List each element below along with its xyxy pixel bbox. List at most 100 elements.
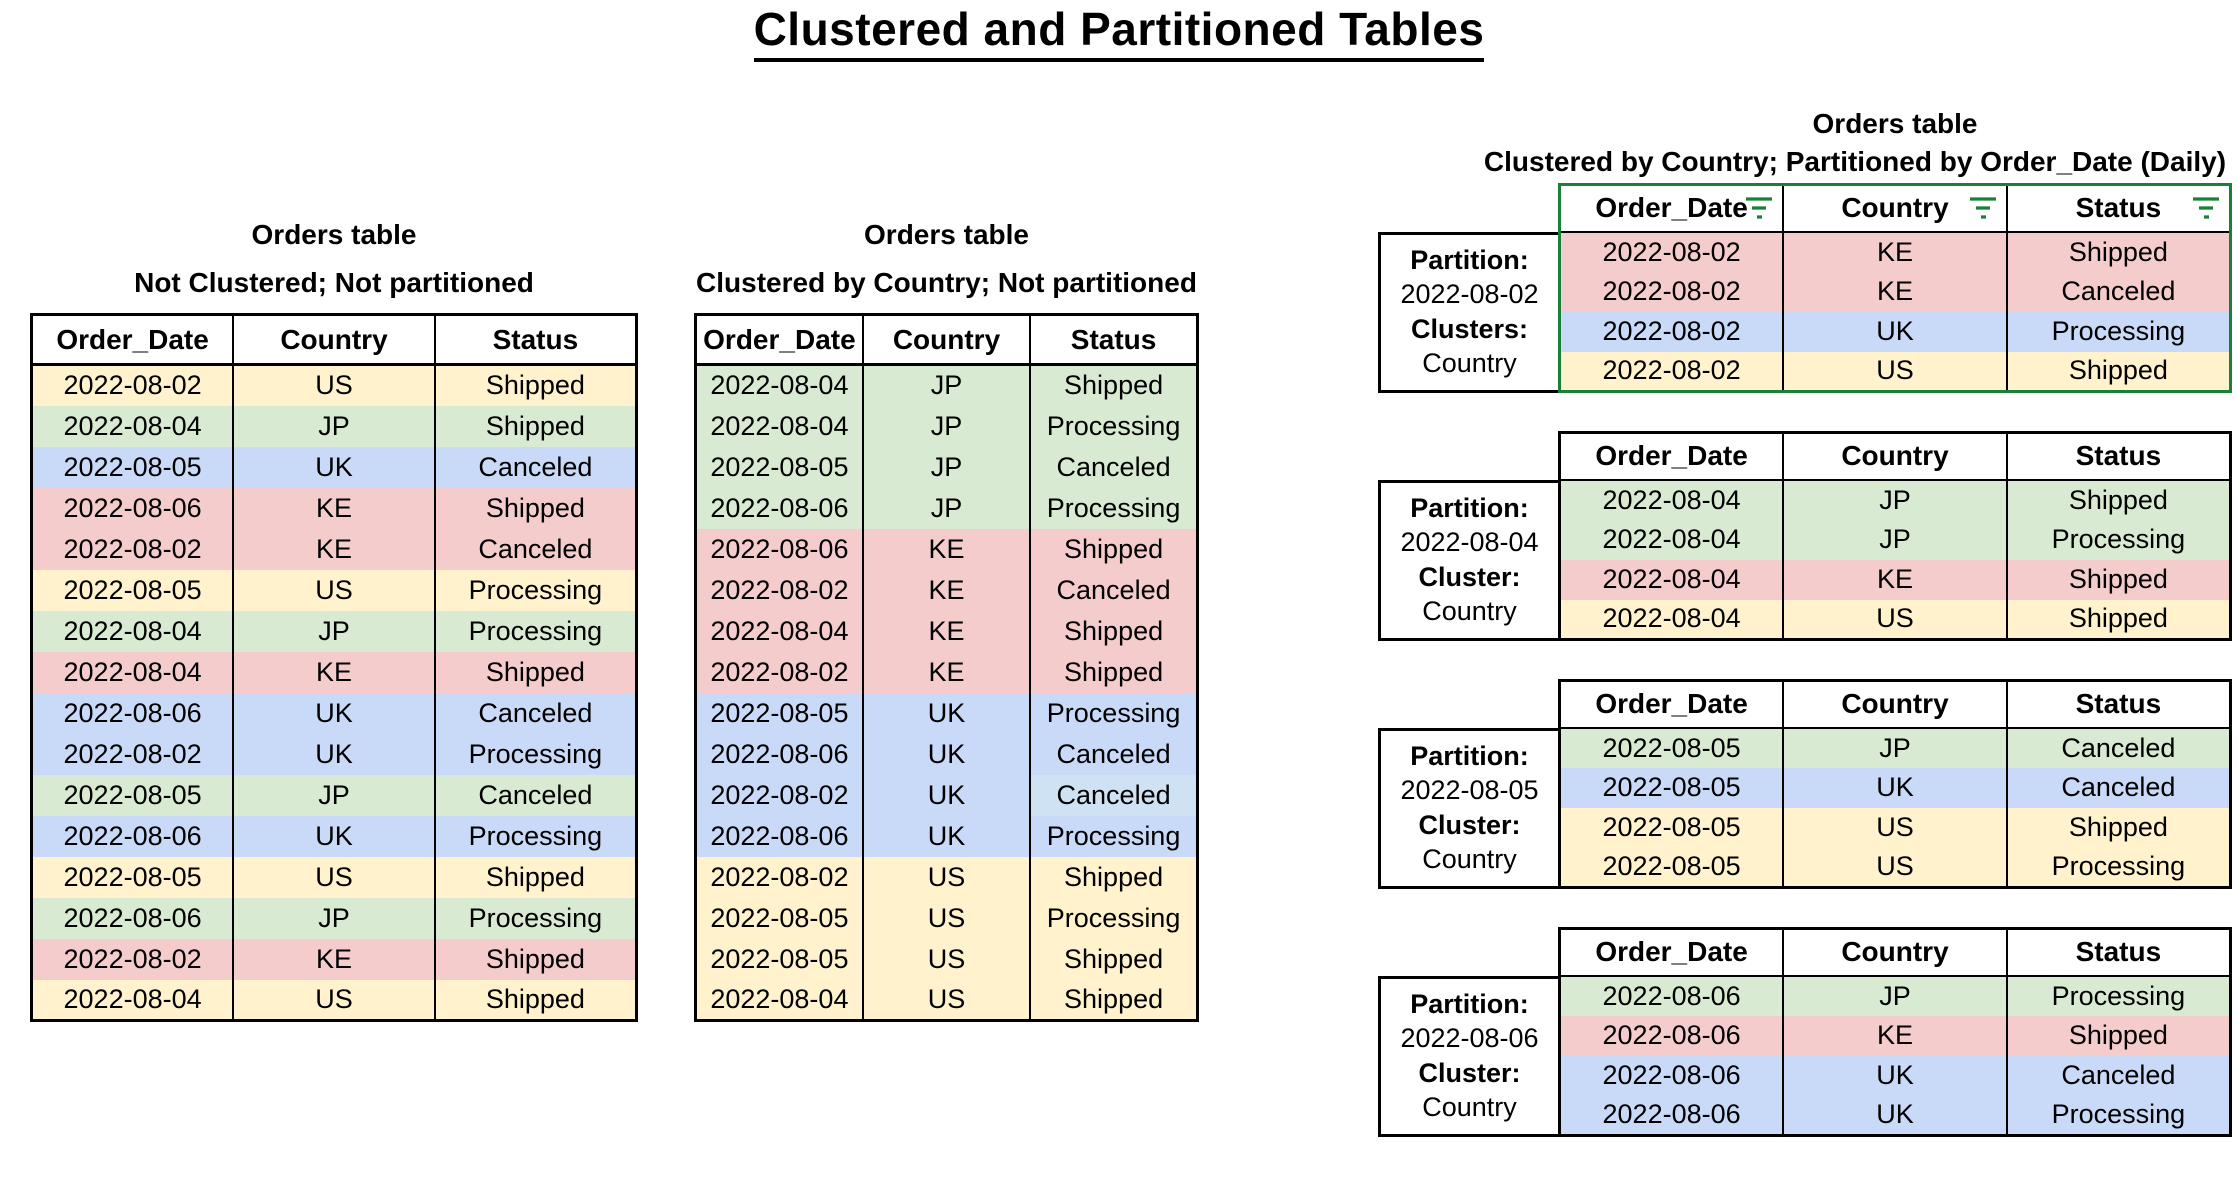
cell-order-date: 2022-08-04 xyxy=(31,651,234,693)
partition-label-box: Partition: 2022-08-06 Cluster: Country xyxy=(1378,976,1558,1137)
table-row: 2022-08-06 JP Processing xyxy=(695,487,1198,529)
cell-country: JP xyxy=(861,405,1031,447)
cell-status: Processing xyxy=(1029,405,1198,447)
cell-status: Shipped xyxy=(1029,364,1198,406)
table-row: 2022-08-04 US Shipped xyxy=(695,979,1198,1021)
cell-order-date: 2022-08-05 xyxy=(1559,807,1784,848)
column-header-country: Country xyxy=(1782,432,2007,481)
filter-icon xyxy=(2193,197,2219,219)
column-header-order-date: Order_Date xyxy=(1559,680,1784,729)
column-header-status: Status xyxy=(2005,680,2231,729)
cell-country: UK xyxy=(1782,767,2007,808)
column-header-order-date: Order_Date xyxy=(31,314,234,366)
cluster-group: Clusters: Country xyxy=(1381,312,1558,380)
table-row: 2022-08-02 KE Canceled xyxy=(695,569,1198,611)
cell-country: US xyxy=(232,856,435,898)
cell-country: KE xyxy=(1782,271,2007,312)
header-row: Order_Date Country Status xyxy=(31,314,637,366)
cell-status: Processing xyxy=(2005,519,2231,560)
cell-country: KE xyxy=(861,610,1031,652)
table-row: 2022-08-05 JP Canceled xyxy=(31,774,637,816)
section-subtitle: Not Clustered; Not partitioned xyxy=(134,267,534,298)
cell-order-date: 2022-08-02 xyxy=(31,938,234,980)
cell-country: KE xyxy=(232,487,435,529)
cluster-label: Cluster: xyxy=(1418,1058,1521,1088)
orders-table-clustered: Order_Date Country Status 2022-08-04 JP Sh… xyxy=(694,313,1199,1022)
cell-country: UK xyxy=(232,815,435,857)
cell-status: Processing xyxy=(2005,311,2231,352)
column-header-status: Status xyxy=(2005,928,2231,977)
cell-status: Canceled xyxy=(2005,767,2231,808)
cell-status: Processing xyxy=(1029,897,1198,939)
partition-block: Partition: 2022-08-02 Clusters: Country … xyxy=(1378,183,2232,393)
partition-group: Partition: 2022-08-06 xyxy=(1381,987,1558,1055)
table-row: 2022-08-04 JP Processing xyxy=(695,405,1198,447)
column-header-status: Status xyxy=(433,314,637,366)
table-row: 2022-08-04 KE Shipped xyxy=(695,610,1198,652)
section-not-clustered: Orders table Not Clustered; Not partitio… xyxy=(30,215,638,1022)
section-subtitle: Clustered by Country; Partitioned by Ord… xyxy=(1483,146,2227,177)
cell-country: KE xyxy=(861,528,1031,570)
cell-order-date: 2022-08-06 xyxy=(695,733,863,775)
cell-status: Canceled xyxy=(433,692,637,734)
section-clustered: Orders table Clustered by Country; Not p… xyxy=(694,215,1199,1022)
cell-country: UK xyxy=(861,815,1031,857)
cell-order-date: 2022-08-04 xyxy=(31,610,234,652)
partition-table-wrap: Order_Date Country Status 2022-08-05 JP Ca… xyxy=(1558,679,2232,889)
cell-country: KE xyxy=(861,569,1031,611)
column-header-order-date: Order_Date xyxy=(695,314,863,366)
table-row: 2022-08-04 JP Processing xyxy=(1559,519,2231,560)
cell-order-date: 2022-08-05 xyxy=(695,938,863,980)
cell-order-date: 2022-08-06 xyxy=(1559,975,1784,1016)
partition-block: Partition: 2022-08-04 Cluster: Country O… xyxy=(1378,431,2232,641)
table-row: 2022-08-05 US Processing xyxy=(1559,847,2231,888)
table-row: 2022-08-05 US Shipped xyxy=(695,938,1198,980)
partition-block: Partition: 2022-08-06 Cluster: Country O… xyxy=(1378,927,2232,1137)
table-row: 2022-08-02 KE Shipped xyxy=(31,938,637,980)
partition-value: 2022-08-05 xyxy=(1400,775,1539,805)
cell-country: US xyxy=(1782,351,2007,392)
cluster-label: Cluster: xyxy=(1418,562,1521,592)
cell-country: UK xyxy=(232,692,435,734)
cell-order-date: 2022-08-02 xyxy=(31,733,234,775)
cell-order-date: 2022-08-04 xyxy=(1559,519,1784,560)
table-row: 2022-08-05 UK Canceled xyxy=(31,446,637,488)
cell-status: Shipped xyxy=(2005,1015,2231,1056)
cell-order-date: 2022-08-05 xyxy=(695,692,863,734)
cell-country: KE xyxy=(232,651,435,693)
table-row: 2022-08-04 JP Shipped xyxy=(1559,479,2231,520)
filter-icon xyxy=(1746,197,1773,219)
table-row: 2022-08-02 US Shipped xyxy=(31,364,637,406)
cell-order-date: 2022-08-02 xyxy=(31,364,234,406)
header-row: Order_Date Country Status xyxy=(1559,184,2231,233)
partition-label: Partition: xyxy=(1410,493,1529,523)
partition-label: Partition: xyxy=(1410,245,1529,275)
cell-country: KE xyxy=(1782,231,2007,272)
cell-status: Shipped xyxy=(433,487,637,529)
cell-order-date: 2022-08-06 xyxy=(1559,1095,1784,1136)
cell-country: UK xyxy=(861,774,1031,816)
cell-country: JP xyxy=(1782,975,2007,1016)
table-row: 2022-08-02 KE Shipped xyxy=(1559,231,2231,272)
cell-order-date: 2022-08-02 xyxy=(695,569,863,611)
column-header-country: Country xyxy=(1782,928,2007,977)
cell-status: Processing xyxy=(433,610,637,652)
partition-label: Partition: xyxy=(1410,989,1529,1019)
cell-country: JP xyxy=(861,446,1031,488)
section-title: Orders table xyxy=(864,219,1029,250)
table-row: 2022-08-06 UK Processing xyxy=(1559,1095,2231,1136)
table-row: 2022-08-06 JP Processing xyxy=(31,897,637,939)
cell-order-date: 2022-08-04 xyxy=(1559,559,1784,600)
table-row: 2022-08-05 UK Canceled xyxy=(1559,767,2231,808)
cluster-value: Country xyxy=(1422,1092,1517,1122)
cell-status: Shipped xyxy=(433,651,637,693)
table-row: 2022-08-06 UK Canceled xyxy=(31,692,637,734)
cell-order-date: 2022-08-06 xyxy=(1559,1055,1784,1096)
cell-country: KE xyxy=(1782,559,2007,600)
table-row: 2022-08-06 UK Processing xyxy=(695,815,1198,857)
cell-country: UK xyxy=(232,733,435,775)
table-row: 2022-08-06 UK Processing xyxy=(31,815,637,857)
table-row: 2022-08-02 UK Processing xyxy=(31,733,637,775)
cell-order-date: 2022-08-05 xyxy=(1559,767,1784,808)
cell-status: Canceled xyxy=(1029,733,1198,775)
